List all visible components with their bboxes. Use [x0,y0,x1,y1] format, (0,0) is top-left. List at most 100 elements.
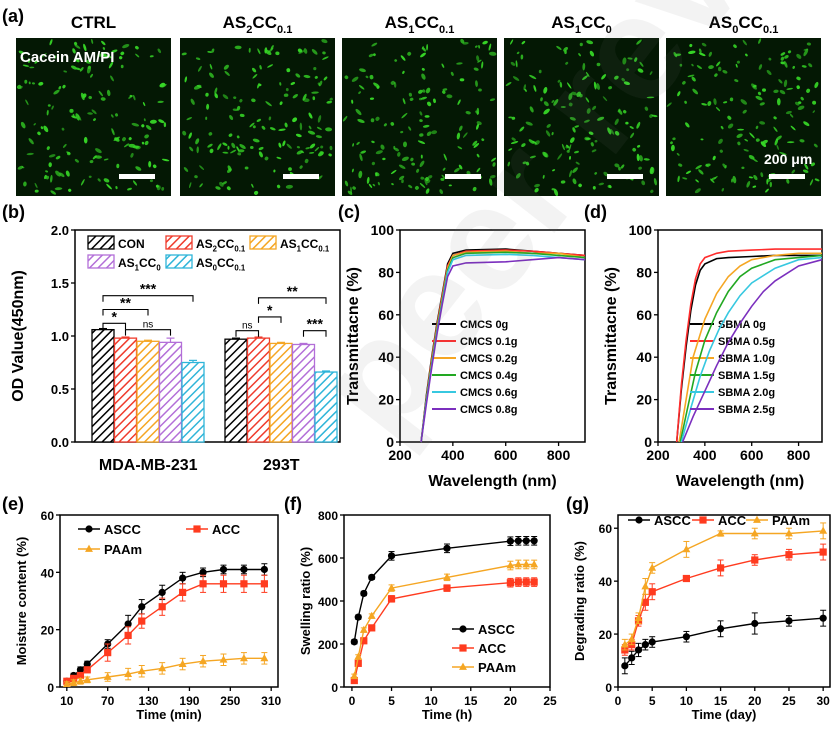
cell-mark [774,138,779,146]
data-point [628,654,636,662]
cell-mark [82,93,87,99]
data-point [641,582,650,590]
data-point [85,525,93,533]
cell-mark [111,49,118,53]
cell-mark [760,141,767,148]
cell-mark [50,174,53,183]
cell-mark [585,97,590,103]
panel-g-line-chart: (g) 0 5 10 15 20 25 30 0 20 40 60 Time (day) Degradin… [566,494,831,722]
data-point [178,659,187,667]
panel-label: (g) [566,494,589,514]
cell-mark [760,172,764,178]
cell-mark [520,54,524,60]
cell-mark [649,166,654,175]
x-tick-label: 25 [543,694,557,708]
data-point [239,654,248,662]
cell-mark [149,55,154,58]
x-tick-label: 5 [388,694,395,708]
cell-mark [799,139,805,143]
cell-mark [636,39,642,45]
cell-mark [375,116,380,121]
cell-mark [689,43,693,48]
cell-mark [303,74,311,79]
cell-mark [441,63,445,68]
cell-mark [188,132,192,139]
cell-mark [425,188,430,194]
y-tick-label: 40 [41,566,55,580]
cell-mark [622,110,627,114]
scale-bar [607,174,643,179]
cell-mark [186,117,192,121]
data-point [260,565,268,574]
cell-mark [617,108,621,113]
cell-mark [391,183,394,186]
cell-mark [320,145,324,149]
cell-mark [299,165,303,169]
cell-mark [344,75,349,80]
cell-mark [189,146,194,152]
data-point [514,560,523,568]
data-point [199,568,207,576]
cell-mark [543,86,548,94]
panel-label: (c) [338,202,360,222]
cell-mark [416,168,420,173]
cell-mark [309,143,316,149]
significance-bracket [257,316,282,323]
data-point [627,635,636,643]
cell-mark [542,174,545,179]
cell-mark [523,84,526,91]
y-tick-label: 20 [41,624,55,638]
y-tick-label: 80 [378,264,394,280]
axes-frame [657,229,823,443]
data-point [443,544,451,552]
data-point [514,537,522,545]
cell-mark [594,172,598,175]
cell-mark [488,43,492,51]
cell-mark [276,156,282,160]
cell-mark [578,53,581,57]
cell-mark [755,95,763,101]
x-tick-label: 10 [424,694,438,708]
cell-mark [427,175,433,179]
cell-mark [236,135,240,139]
cell-mark [393,81,397,88]
cell-mark [634,57,638,62]
cell-mark [83,136,88,144]
cell-mark [737,141,741,146]
cell-mark [326,100,333,104]
cell-mark [458,125,463,132]
cell-mark [785,110,792,115]
cell-mark [25,99,29,106]
data-point [354,659,362,667]
legend-label: AS1CC0 [118,256,161,273]
cell-mark [237,149,245,153]
cell-mark [551,99,555,104]
cell-mark [488,51,497,56]
cell-mark [295,73,301,78]
cell-mark [149,119,157,124]
cell-mark [38,81,44,86]
cell-mark [207,143,213,148]
cell-mark [69,108,74,113]
data-point [76,671,85,680]
cell-mark [755,125,759,130]
cell-mark [296,150,303,155]
cell-mark [128,137,132,141]
legend-label: AS2CC0.1 [196,237,246,254]
cell-mark [529,106,534,113]
data-point [124,631,132,639]
data-point [138,603,146,611]
cell-mark [579,42,583,47]
cell-mark [766,69,772,76]
cell-mark [456,62,463,65]
cell-mark [519,126,525,132]
cell-mark [476,123,479,130]
y-tick-label: 60 [41,509,55,523]
cell-mark [197,65,202,72]
cell-mark [420,176,425,180]
cell-mark [779,151,787,156]
cell-mark [736,133,743,138]
cell-mark [409,97,414,101]
cell-mark [651,114,658,118]
cell-mark [290,81,296,86]
